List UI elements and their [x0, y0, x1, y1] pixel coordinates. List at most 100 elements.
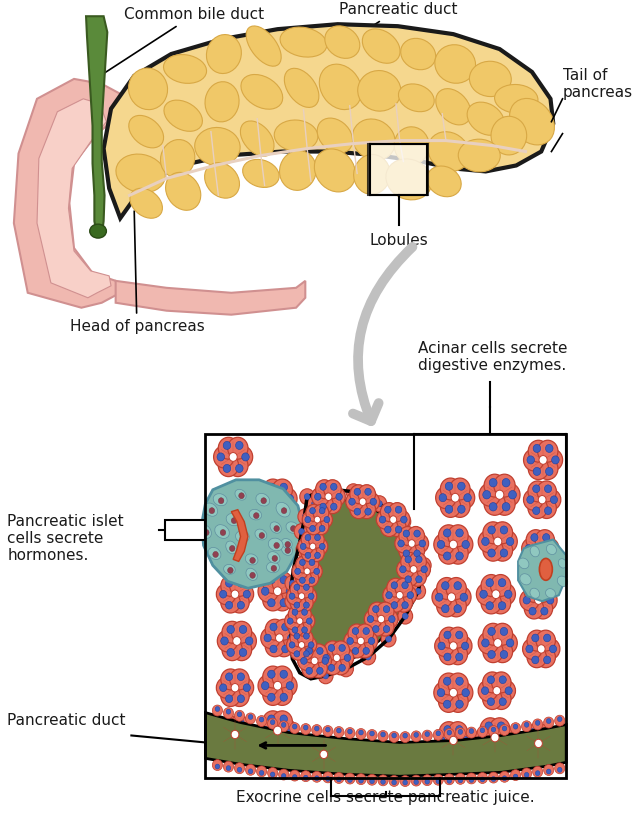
Circle shape — [399, 566, 406, 573]
Circle shape — [484, 492, 505, 515]
Circle shape — [421, 562, 427, 568]
Ellipse shape — [246, 26, 281, 66]
Circle shape — [236, 442, 243, 449]
Circle shape — [368, 638, 375, 644]
Circle shape — [326, 777, 330, 782]
Circle shape — [433, 774, 443, 785]
Circle shape — [243, 684, 250, 691]
Circle shape — [287, 611, 301, 627]
Circle shape — [274, 543, 294, 563]
Bar — [205, 434, 566, 778]
Circle shape — [221, 686, 240, 706]
Circle shape — [504, 734, 511, 742]
Circle shape — [238, 601, 245, 609]
Circle shape — [448, 722, 468, 743]
Circle shape — [399, 542, 417, 561]
Circle shape — [537, 498, 556, 519]
Circle shape — [270, 529, 277, 538]
Circle shape — [332, 751, 340, 758]
Ellipse shape — [286, 522, 299, 533]
Ellipse shape — [436, 88, 471, 125]
Polygon shape — [303, 500, 415, 666]
Circle shape — [324, 517, 330, 523]
Circle shape — [315, 552, 320, 558]
Circle shape — [233, 637, 241, 645]
Circle shape — [315, 776, 319, 781]
Circle shape — [295, 636, 301, 643]
Circle shape — [301, 588, 317, 605]
Circle shape — [315, 480, 333, 499]
Ellipse shape — [399, 84, 434, 112]
Circle shape — [274, 543, 280, 548]
Text: Acinar cells secrete
digestive enzymes.: Acinar cells secrete digestive enzymes. — [418, 341, 568, 373]
Circle shape — [409, 552, 426, 571]
Circle shape — [498, 602, 506, 609]
Circle shape — [402, 602, 408, 609]
Circle shape — [525, 545, 532, 552]
Ellipse shape — [530, 588, 540, 598]
Ellipse shape — [129, 116, 164, 148]
Circle shape — [533, 741, 553, 762]
Circle shape — [439, 644, 459, 665]
Text: Pancreatic duct: Pancreatic duct — [331, 2, 457, 53]
Circle shape — [215, 764, 220, 769]
Circle shape — [258, 719, 278, 742]
Circle shape — [303, 570, 318, 586]
Circle shape — [533, 444, 541, 452]
Circle shape — [529, 729, 536, 736]
Circle shape — [488, 526, 496, 534]
Circle shape — [402, 581, 408, 589]
Circle shape — [240, 532, 247, 540]
Circle shape — [229, 452, 237, 461]
Circle shape — [537, 481, 556, 502]
Circle shape — [298, 648, 313, 664]
Circle shape — [262, 683, 283, 705]
Circle shape — [238, 580, 245, 587]
Circle shape — [502, 776, 507, 781]
Circle shape — [294, 602, 300, 608]
Circle shape — [345, 728, 355, 739]
Circle shape — [319, 543, 325, 550]
Circle shape — [225, 601, 233, 609]
Circle shape — [455, 677, 463, 686]
Circle shape — [533, 724, 553, 746]
Circle shape — [535, 529, 554, 551]
Ellipse shape — [164, 100, 203, 131]
Circle shape — [311, 500, 317, 507]
Circle shape — [348, 639, 366, 658]
Circle shape — [529, 751, 536, 758]
Circle shape — [225, 580, 233, 587]
Circle shape — [331, 503, 337, 510]
Circle shape — [262, 666, 283, 688]
Circle shape — [314, 739, 322, 748]
Polygon shape — [104, 24, 554, 218]
Circle shape — [543, 656, 551, 664]
Circle shape — [305, 552, 311, 558]
Circle shape — [302, 659, 319, 678]
Circle shape — [373, 605, 379, 613]
Circle shape — [367, 729, 377, 740]
Circle shape — [313, 504, 329, 521]
Circle shape — [505, 590, 512, 598]
Circle shape — [299, 577, 305, 583]
Circle shape — [483, 624, 503, 645]
Circle shape — [555, 715, 565, 726]
Circle shape — [259, 717, 264, 722]
Circle shape — [528, 498, 547, 519]
Circle shape — [538, 495, 546, 504]
Circle shape — [380, 609, 398, 629]
Circle shape — [505, 687, 512, 695]
Circle shape — [221, 669, 240, 690]
Ellipse shape — [255, 529, 267, 540]
Circle shape — [462, 540, 469, 548]
Circle shape — [299, 642, 304, 648]
Circle shape — [213, 552, 218, 557]
Circle shape — [336, 728, 341, 733]
Circle shape — [289, 598, 296, 605]
Circle shape — [485, 722, 492, 730]
Circle shape — [469, 777, 474, 782]
Circle shape — [481, 575, 501, 596]
Ellipse shape — [510, 98, 554, 145]
Circle shape — [300, 562, 315, 577]
Circle shape — [400, 732, 410, 743]
